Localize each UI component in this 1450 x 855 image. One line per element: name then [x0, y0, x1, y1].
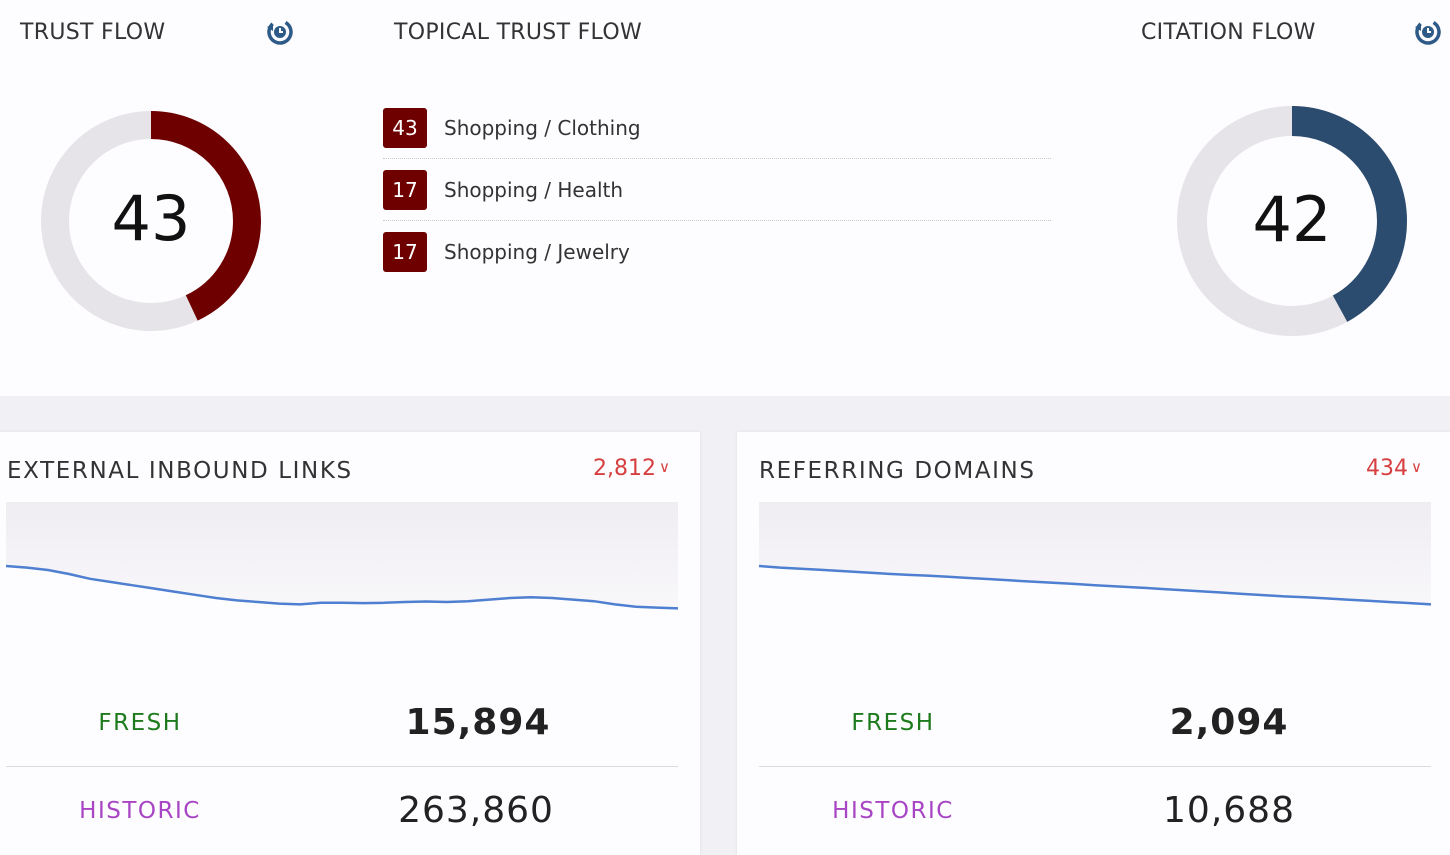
external-inbound-links-count-value: 2,812 [593, 456, 657, 481]
trust-flow-value: 43 [111, 182, 191, 255]
trust-flow-title: TRUST FLOW [20, 20, 166, 45]
referring-domains-card: REFERRING DOMAINS 434 ∨ FRESH 2,094 HISTO… [737, 432, 1450, 855]
referring-domains-title: REFERRING DOMAINS [759, 458, 1036, 484]
fresh-label: FRESH [98, 710, 182, 736]
topic-score-badge: 17 [383, 169, 427, 210]
history-icon[interactable] [264, 16, 296, 48]
topic-score-badge: 43 [383, 107, 427, 148]
external-inbound-links-card: EXTERNAL INBOUND LINKS 2,812 ∨ FRESH 15,8… [0, 432, 700, 855]
historic-value: 10,688 [1163, 790, 1295, 831]
topic-list: 43 Shopping / Clothing 17 Shopping / Hea… [383, 97, 1051, 282]
chevron-down-icon: ∨ [1411, 458, 1422, 476]
divider [6, 766, 678, 767]
history-icon[interactable] [1412, 16, 1444, 48]
external-inbound-links-trend-chart [6, 502, 678, 662]
topic-score-badge: 17 [383, 231, 427, 272]
fresh-value: 15,894 [405, 702, 551, 743]
topic-row[interactable]: 17 Shopping / Jewelry [383, 221, 1051, 282]
trust-flow-gauge: 43 [40, 110, 262, 332]
trust-flow-gauge-arc [41, 111, 261, 331]
topic-label[interactable]: Shopping / Health [444, 177, 624, 202]
citation-flow-gauge: 42 [1176, 105, 1408, 337]
trend-line [759, 564, 1431, 606]
referring-domains-count[interactable]: 434 ∨ [1366, 456, 1422, 481]
topic-row[interactable]: 43 Shopping / Clothing [383, 97, 1051, 159]
chevron-down-icon: ∨ [659, 458, 670, 476]
score-panel: TRUST FLOW 43 TOPICAL TRUST FLOW 43 Shop… [0, 0, 1450, 396]
chart-area [759, 566, 1431, 662]
citation-flow-value: 42 [1252, 183, 1332, 256]
trend-line [6, 564, 678, 610]
topical-trust-flow-title: TOPICAL TRUST FLOW [394, 20, 642, 45]
fresh-value: 2,094 [1169, 702, 1289, 743]
external-inbound-links-title: EXTERNAL INBOUND LINKS [7, 458, 353, 484]
citation-flow-gauge-arc [1177, 106, 1407, 336]
historic-label: HISTORIC [79, 798, 201, 824]
fresh-label: FRESH [851, 710, 935, 736]
citation-flow-title: CITATION FLOW [1141, 20, 1316, 45]
topic-label[interactable]: Shopping / Jewelry [444, 239, 630, 264]
chart-area [6, 566, 678, 662]
external-inbound-links-count[interactable]: 2,812 ∨ [593, 456, 670, 481]
topic-label[interactable]: Shopping / Clothing [444, 115, 641, 140]
historic-label: HISTORIC [832, 798, 954, 824]
referring-domains-trend-chart [759, 502, 1431, 662]
topic-row[interactable]: 17 Shopping / Health [383, 159, 1051, 221]
divider [759, 766, 1431, 767]
referring-domains-count-value: 434 [1366, 456, 1409, 481]
historic-value: 263,860 [398, 790, 554, 831]
